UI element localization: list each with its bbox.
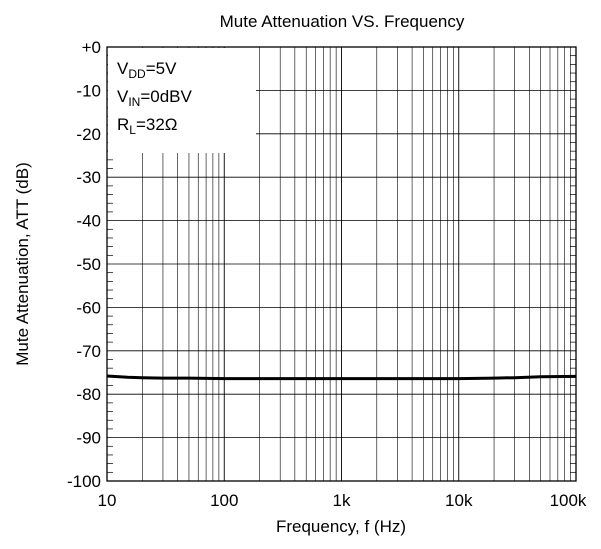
y-tick-label: -90	[76, 429, 101, 448]
y-tick-label: -20	[76, 125, 101, 144]
y-tick-labels: +0 -10 -20 -30 -40 -50 -60 -70 -80 -90 -100	[67, 38, 101, 491]
y-tick-label: -10	[76, 81, 101, 100]
y-tick-label: -30	[76, 168, 101, 187]
x-tick-label: 10	[98, 491, 117, 510]
y-tick-label: -60	[76, 298, 101, 317]
x-tick-labels: 10 100 1k 10k 100k	[98, 491, 587, 510]
conditions-box: VDD=5V VIN=0dBV RL=32Ω	[108, 48, 256, 153]
y-tick-label: -100	[67, 472, 101, 491]
y-tick-label: -70	[76, 342, 101, 361]
series-line	[106, 374, 577, 381]
x-tick-label: 100	[210, 491, 238, 510]
plot-frame	[106, 46, 577, 482]
condition-label: VIN=0dBV	[117, 87, 193, 109]
x-tick-label: 100k	[550, 491, 587, 510]
y-tick-label: -50	[76, 255, 101, 274]
conditions-background	[108, 48, 256, 153]
condition-label: RL=32Ω	[117, 115, 178, 137]
condition-label: VDD=5V	[117, 59, 177, 81]
x-axis-label: Frequency, f (Hz)	[276, 517, 406, 536]
y-tick-label: -40	[76, 212, 101, 231]
y-tick-label: +0	[82, 38, 101, 57]
y-tick-label: -80	[76, 385, 101, 404]
x-tick-label: 10k	[445, 491, 473, 510]
chart-title: Mute Attenuation VS. Frequency	[220, 12, 465, 31]
y-axis-label: Mute Attenuation, ATT (dB)	[13, 162, 32, 365]
tick-marks	[107, 55, 576, 473]
x-tick-label: 1k	[333, 491, 351, 510]
series-group	[106, 374, 577, 381]
